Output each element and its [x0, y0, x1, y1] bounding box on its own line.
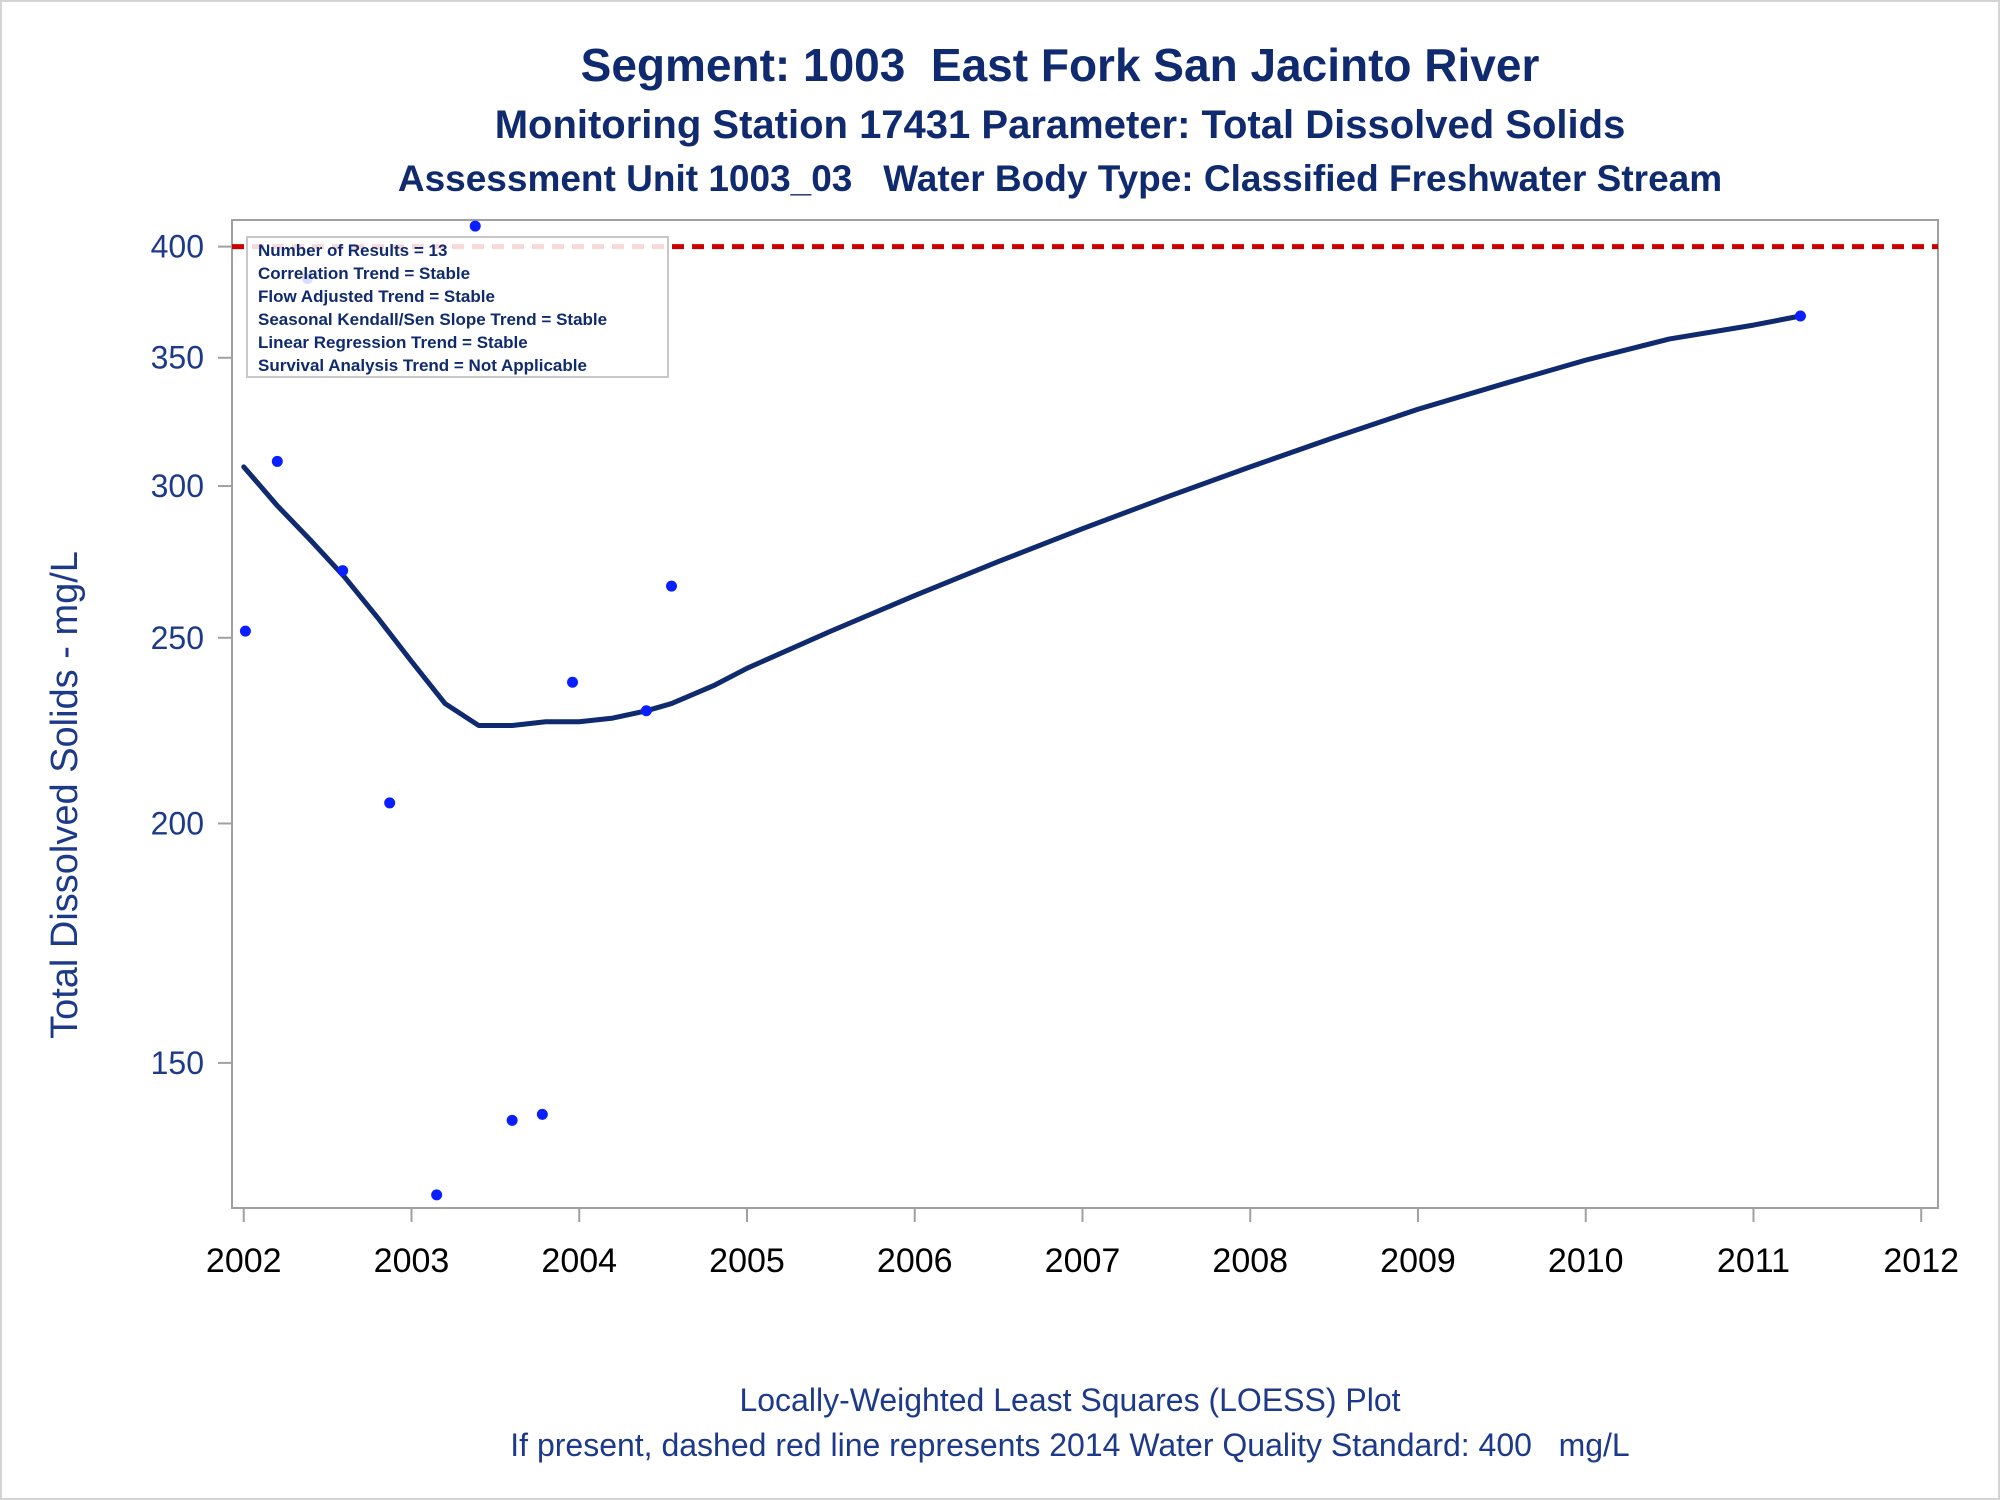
y-tick-label: 400: [151, 229, 204, 265]
stats-box-border: [246, 236, 669, 378]
x-tick-label: 2011: [1717, 1242, 1790, 1280]
data-point: [271, 455, 283, 467]
x-tick-label: 2002: [206, 1242, 282, 1280]
chart-subtitle-assessment: Assessment Unit 1003_03 Water Body Type:…: [397, 158, 1723, 199]
data-point: [666, 580, 678, 592]
y-axis: 150 200 250 300 350 400: [151, 229, 232, 1081]
x-tick-label: 2007: [1045, 1242, 1121, 1280]
footer-method-note: Locally-Weighted Least Squares (LOESS) P…: [739, 1382, 1401, 1418]
y-tick-label: 200: [151, 805, 204, 841]
x-tick-label: 2008: [1212, 1242, 1288, 1280]
x-tick-label: 2009: [1380, 1242, 1456, 1280]
x-tick-label: 2005: [709, 1242, 785, 1280]
stats-linear-regression-trend: Linear Regression Trend = Stable: [258, 333, 528, 352]
x-tick-label: 2004: [541, 1242, 617, 1280]
x-axis: 2002 2003 2004 2005 2006 2007 2008 2009 2010 2011…: [206, 1208, 1959, 1280]
chart-title: Segment: 1003 East Fork San Jacinto Rive…: [580, 39, 1540, 91]
stats-box: Number of Results = 13 Correlation Trend…: [246, 236, 669, 378]
plot-area-frame: [231, 219, 1939, 1209]
data-point: [384, 797, 396, 809]
data-point: [431, 1189, 443, 1201]
stats-correlation-trend: Correlation Trend = Stable: [258, 264, 470, 283]
data-point: [469, 220, 481, 232]
x-tick-label: 2006: [877, 1242, 953, 1280]
loess-curve: [241, 313, 1803, 728]
stats-flow-adjusted-trend: Flow Adjusted Trend = Stable: [258, 287, 495, 306]
footer-standard-note: If present, dashed red line represents 2…: [510, 1427, 1630, 1463]
data-point: [536, 1108, 548, 1120]
data-point: [640, 705, 652, 717]
data-point: [337, 565, 349, 577]
x-tick-label: 2010: [1548, 1242, 1624, 1280]
data-point: [1794, 310, 1806, 322]
x-tick-label: 2012: [1883, 1242, 1959, 1280]
y-tick-label: 350: [151, 340, 204, 376]
y-axis-label: Total Dissolved Solids - mg/L: [44, 551, 86, 1039]
y-tick-label: 250: [151, 620, 204, 656]
stats-survival-analysis-trend: Survival Analysis Trend = Not Applicable: [258, 356, 587, 375]
y-tick-label: 300: [151, 468, 204, 504]
y-tick-label: 150: [151, 1045, 204, 1081]
x-tick-label: 2003: [374, 1242, 450, 1280]
stats-number-of-results: Number of Results = 13: [258, 241, 447, 260]
data-point: [239, 625, 251, 637]
data-point: [506, 1114, 518, 1126]
chart-subtitle-station: Monitoring Station 17431 Parameter: Tota…: [494, 103, 1626, 147]
stats-seasonal-kendall-trend: Seasonal Kendall/Sen Slope Trend = Stabl…: [258, 310, 607, 329]
data-point: [567, 676, 579, 688]
